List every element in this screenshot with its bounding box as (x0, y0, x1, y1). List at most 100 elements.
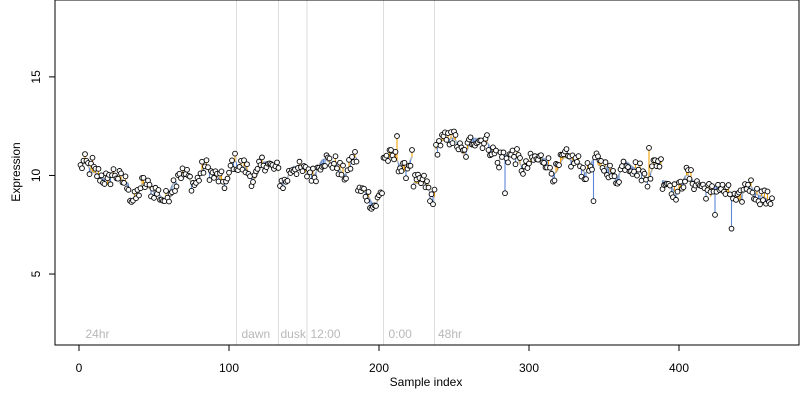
data-point (602, 159, 609, 166)
data-point (673, 196, 679, 203)
data-point (545, 155, 552, 161)
data-point (95, 166, 102, 172)
data-point (385, 158, 391, 164)
data-point (568, 163, 574, 170)
data-point (556, 162, 562, 168)
data-point (709, 183, 715, 189)
data-point (467, 134, 474, 141)
data-point (607, 162, 613, 169)
data-point (764, 188, 771, 195)
data-point (512, 161, 519, 168)
data-point (631, 168, 637, 175)
data-point (520, 171, 526, 177)
data-point (575, 153, 582, 159)
data-point (322, 163, 328, 169)
data-point (548, 170, 555, 177)
data-point (739, 199, 745, 205)
data-point (140, 174, 147, 181)
data-point (229, 157, 235, 164)
y-axis-title: Expression (9, 142, 23, 201)
data-point (365, 189, 372, 195)
data-point (598, 158, 604, 164)
data-point (299, 168, 306, 175)
data-point (211, 175, 217, 181)
data-point (551, 177, 558, 184)
annotation-label-0: 24hr (86, 327, 110, 341)
data-point (373, 203, 379, 209)
annotation-label-4: 0:00 (389, 327, 413, 341)
data-point (352, 148, 358, 155)
data-point (196, 177, 202, 184)
data-point (430, 201, 436, 208)
data-point (364, 197, 370, 204)
data-point (332, 153, 339, 160)
x-tick-label: 100 (219, 361, 239, 375)
data-point (146, 181, 153, 188)
data-point (98, 172, 105, 179)
data-point (434, 151, 441, 158)
data-point (620, 158, 627, 165)
data-point (274, 159, 280, 166)
data-point (151, 195, 157, 201)
data-point (754, 185, 760, 192)
data-point (757, 201, 763, 208)
data-point (425, 184, 432, 191)
data-point (94, 173, 100, 180)
data-point (200, 169, 207, 176)
data-point (703, 195, 709, 202)
data-point (463, 154, 469, 160)
data-point (437, 142, 444, 149)
data-point (727, 191, 733, 198)
data-point (733, 197, 739, 203)
data-point (121, 180, 127, 186)
data-point (484, 132, 490, 138)
x-tick-label: 0 (76, 361, 83, 375)
data-point (310, 165, 316, 172)
data-point (353, 158, 360, 165)
data-point (394, 133, 400, 139)
data-point (89, 154, 96, 161)
data-point (227, 162, 234, 169)
data-point (331, 160, 337, 167)
data-point (760, 197, 766, 203)
data-point (563, 146, 570, 152)
y-axis: 5 10 15 (29, 70, 55, 277)
data-point (479, 145, 486, 151)
data-point (218, 168, 225, 175)
x-tick-label: 300 (519, 361, 539, 375)
data-point (184, 166, 190, 173)
data-point (224, 175, 231, 182)
data-point (155, 187, 162, 193)
data-point (79, 165, 85, 172)
data-point (769, 195, 775, 202)
data-point (428, 191, 435, 198)
data-point (226, 169, 232, 176)
x-axis: 0 100 200 300 400 (76, 345, 689, 375)
data-point (749, 189, 756, 196)
data-point (658, 156, 664, 162)
data-point (547, 164, 553, 171)
data-point (767, 201, 774, 207)
data-point (188, 187, 195, 194)
data-point (526, 160, 532, 167)
data-point (136, 192, 142, 199)
data-point (494, 159, 501, 166)
data-point (340, 162, 346, 169)
data-point (409, 147, 415, 153)
data-point (643, 176, 649, 183)
data-point (137, 185, 144, 192)
data-point (580, 164, 586, 171)
x-axis-title: Sample index (390, 375, 463, 389)
data-point (431, 186, 438, 193)
data-point (334, 165, 340, 172)
plot-frame (54, 0, 800, 346)
data-point (674, 188, 681, 195)
data-point (280, 185, 286, 192)
data-point (644, 183, 651, 190)
data-point (646, 145, 652, 151)
data-point (284, 177, 291, 184)
data-point (688, 167, 694, 173)
data-point (485, 147, 492, 153)
